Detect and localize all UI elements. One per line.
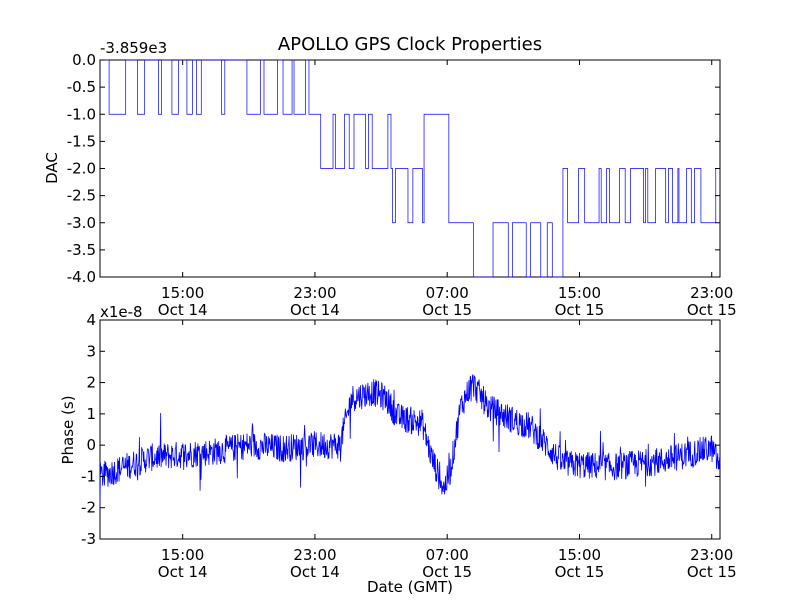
phase-xtick-label: 15:00 [558, 546, 601, 564]
dac-ytick-label: -1.5 [67, 132, 96, 150]
phase-ytick-label: 4 [86, 311, 96, 329]
dac-xtick-date: Oct 15 [422, 301, 472, 319]
dac-xtick-label: 15:00 [558, 284, 601, 302]
dac-xtick-label: 07:00 [426, 284, 469, 302]
dac-offset-label: -3.859e3 [100, 39, 167, 57]
dac-ytick-label: -2.5 [67, 187, 96, 205]
dac-panel: APOLLO GPS Clock Properties 0.0 -0.5 -1.0 -… [43, 34, 737, 319]
dac-xtick-label: 23:00 [293, 284, 336, 302]
dac-ytick-label: -4.0 [67, 268, 96, 286]
dac-ytick-label: -1.0 [67, 105, 96, 123]
phase-xtick-label: 15:00 [161, 546, 204, 564]
phase-ytick-label: 1 [86, 405, 96, 423]
dac-xtick-date: Oct 14 [158, 301, 208, 319]
dac-xtick-date: Oct 15 [687, 301, 737, 319]
phase-xlabel: Date (GMT) [367, 578, 453, 596]
dac-xtick-date: Oct 14 [290, 301, 340, 319]
phase-xtick-date: Oct 15 [555, 563, 605, 581]
dac-ytick-label: -2.0 [67, 160, 96, 178]
phase-xtick-label: 23:00 [293, 546, 336, 564]
phase-xtick-date: Oct 14 [158, 563, 208, 581]
chart-title: APOLLO GPS Clock Properties [278, 34, 542, 55]
dac-ytick-label: 0.0 [72, 51, 96, 69]
phase-plot-area [99, 319, 721, 540]
dac-series-line [100, 59, 720, 278]
dac-ytick-label: -3.5 [67, 241, 96, 259]
phase-ytick-label: -1 [81, 467, 96, 485]
phase-series [99, 374, 721, 509]
dac-ytick-label: -0.5 [67, 78, 96, 96]
phase-ytick-label: -3 [81, 530, 96, 548]
phase-xtick-date: Oct 15 [422, 563, 472, 581]
phase-ytick-label: 2 [86, 374, 96, 392]
dac-ytick-label: -3.0 [67, 214, 96, 232]
phase-xtick-date: Oct 14 [290, 563, 340, 581]
dac-xtick-date: Oct 15 [555, 301, 605, 319]
phase-ytick-label: 0 [86, 436, 96, 454]
phase-offset-label: x1e-8 [100, 303, 143, 321]
phase-ytick-label: 3 [86, 342, 96, 360]
phase-ylabel: Phase (s) [59, 395, 77, 464]
dac-xtick-label: 15:00 [161, 284, 204, 302]
phase-ytick-label: -2 [81, 499, 96, 517]
dac-plot-area [99, 59, 721, 278]
phase-xtick-date: Oct 15 [687, 563, 737, 581]
phase-xtick-label: 23:00 [690, 546, 733, 564]
phase-series-line [99, 374, 721, 509]
dac-series [100, 59, 720, 278]
phase-xtick-label: 07:00 [426, 546, 469, 564]
dac-xtick-label: 23:00 [690, 284, 733, 302]
dac-axes: 0.0 -0.5 -1.0 -1.5 -2.0 -2.5 -3.0 -3.5 -4.0 15:00… [67, 51, 737, 319]
dac-ylabel: DAC [43, 152, 61, 184]
